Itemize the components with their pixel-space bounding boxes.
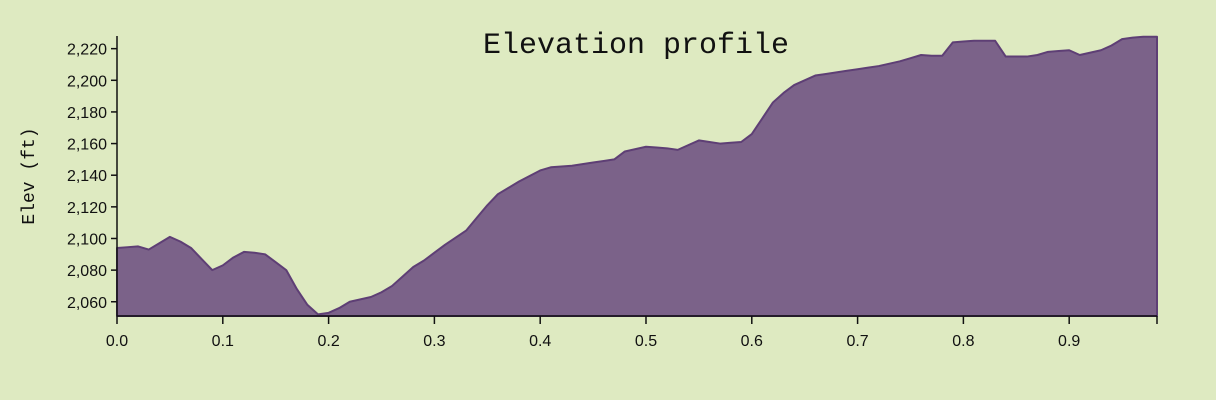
- y-tick-label: 2,220: [67, 42, 107, 59]
- area-layer: [116, 35, 1158, 317]
- y-axis-label: Elev (ft): [20, 127, 40, 224]
- elevation-area: [116, 35, 1158, 317]
- x-tick-label: 0.8: [952, 333, 974, 350]
- y-tick-label: 2,200: [67, 73, 107, 90]
- x-tick-label: 0.2: [317, 333, 339, 350]
- y-tick-label: 2,120: [67, 200, 107, 217]
- x-tick-label: 0.4: [529, 333, 551, 350]
- x-tick-label: 0.5: [635, 333, 657, 350]
- y-tick-label: 2,180: [67, 105, 107, 122]
- x-tick-label: 0.7: [846, 333, 868, 350]
- y-tick-label: 2,140: [67, 168, 107, 185]
- x-tick-label: 0.6: [741, 333, 763, 350]
- chart-title: Elevation profile: [483, 29, 789, 63]
- x-tick-label: 0.3: [423, 333, 445, 350]
- x-tick-label: 0.1: [212, 333, 234, 350]
- y-tick-label: 2,060: [67, 295, 107, 312]
- y-ticks: 2,060 2,080 2,100 2,120 2,140 2,160 2,180 2,200…: [67, 42, 117, 312]
- x-tick-label: 0.0: [106, 333, 128, 350]
- axis-layer: [116, 36, 1157, 317]
- y-tick-label: 2,160: [67, 137, 107, 154]
- y-tick-label: 2,100: [67, 231, 107, 248]
- x-tick-label: 0.9: [1058, 333, 1080, 350]
- y-tick-label: 2,080: [67, 263, 107, 280]
- x-ticks: 0.0 0.1 0.2 0.3 0.4 0.5 0.6 0.7 0.8 0.9: [106, 316, 1158, 350]
